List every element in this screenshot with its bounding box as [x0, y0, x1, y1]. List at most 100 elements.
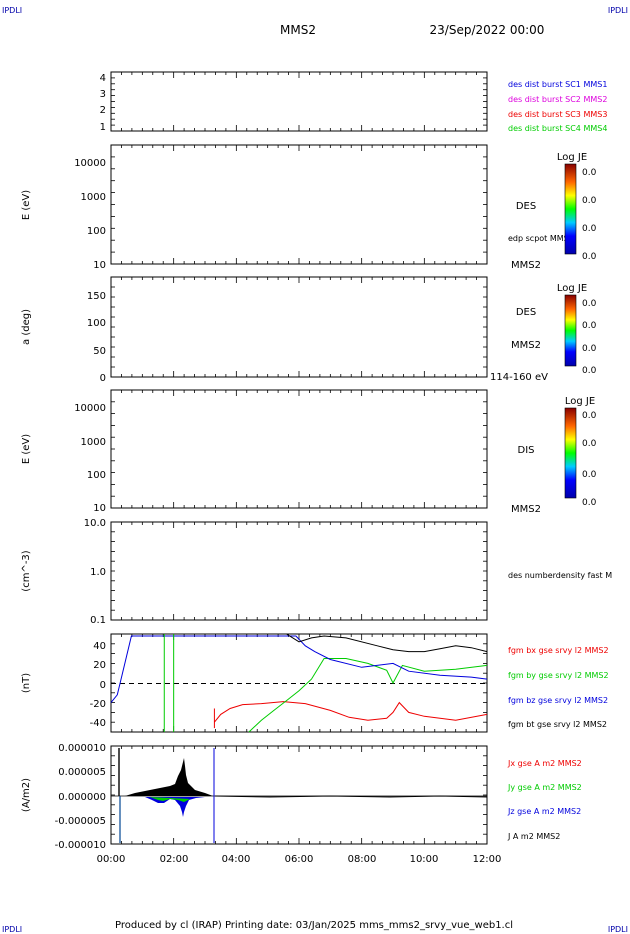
p6-legend-bx: fgm bx gse srvy l2 MMS2	[508, 646, 609, 655]
panel-4-frame	[110, 389, 488, 509]
p2-colorbar: Log JE 0.0 0.0 0.0 0.0	[557, 152, 597, 262]
xtick-1000: 10:00	[410, 854, 439, 865]
spacecraft-title: MMS2	[280, 23, 316, 37]
p4-colorbar-tick-4: 0.0	[582, 498, 597, 508]
p6-ytick-m20: -20	[90, 699, 106, 710]
p7-burst-blue	[145, 797, 205, 817]
p2-label-scpot: edp scpot MMS2	[508, 234, 574, 243]
p1-ytick-2: 2	[100, 105, 106, 116]
p2-label-des: DES	[516, 201, 536, 212]
p2-colorbar-tick-4: 0.0	[582, 252, 597, 262]
p7-ytick-0: 0.000000	[58, 792, 106, 803]
p4-colorbar-tick-2: 0.0	[582, 439, 597, 449]
p4-label-mms2: MMS2	[511, 504, 541, 515]
corner-label-bottom-right: IPDLI	[608, 925, 628, 934]
p6-series-line-2	[248, 658, 488, 733]
panel-2-frame	[110, 144, 488, 265]
xtick-0800: 08:00	[348, 854, 377, 865]
p4-colorbar-tick-1: 0.0	[582, 411, 597, 421]
p4-ytick-10: 10	[93, 503, 106, 514]
p7-legend-j: J A m2 MMS2	[507, 832, 560, 841]
p3-colorbar-title: Log JE	[557, 283, 587, 294]
p3-label-energy: 114-160 eV	[490, 372, 548, 383]
p3-label-mms2: MMS2	[511, 340, 541, 351]
p7-legend-jy: Jy gse A m2 MMS2	[507, 783, 582, 792]
p1-legend-mms1: des dist burst SC1 MMS1	[508, 80, 607, 89]
xtick-0000: 00:00	[97, 854, 126, 865]
p2-colorbar-tick-1: 0.0	[582, 168, 597, 178]
p4-ytick-100: 100	[87, 470, 106, 481]
p5-ytick-0p1: 0.1	[90, 615, 106, 626]
p3-ytick-0: 0	[100, 373, 106, 384]
p4-ytick-10000: 10000	[74, 403, 106, 414]
p3-colorbar-tick-1: 0.0	[582, 299, 597, 309]
p3-ytick-100: 100	[87, 318, 106, 329]
p4-ytick-1000: 1000	[81, 437, 106, 448]
xtick-0400: 04:00	[222, 854, 251, 865]
p7-ylabel: (A/m2)	[21, 778, 32, 812]
p3-ylabel: a (deg)	[21, 309, 32, 345]
p6-legend-by: fgm by gse srvy l2 MMS2	[508, 671, 609, 680]
p1-ytick-3: 3	[100, 89, 106, 100]
p6-series-group	[110, 633, 488, 733]
p2-ytick-10000: 10000	[74, 158, 106, 169]
p2-ytick-1000: 1000	[81, 192, 106, 203]
p7-burst-black	[125, 758, 213, 796]
p1-legend-mms3: des dist burst SC3 MMS3	[508, 110, 607, 119]
p6-ytick-40: 40	[93, 641, 106, 652]
p2-colorbar-tick-3: 0.0	[582, 224, 597, 234]
p7-ytick-10: 0.000010	[58, 743, 106, 754]
p2-ytick-10: 10	[93, 260, 106, 271]
xtick-0600: 06:00	[285, 854, 314, 865]
p7-legend-jz: Jz gse A m2 MMS2	[507, 807, 581, 816]
corner-label-bottom-left: IPDLI	[2, 925, 22, 934]
p3-ytick-150: 150	[87, 291, 106, 302]
p2-ylabel: E (eV)	[21, 190, 32, 220]
p7-burst-green	[150, 797, 190, 802]
p1-legend-mms2: des dist burst SC2 MMS2	[508, 95, 607, 104]
p4-colorbar-tick-3: 0.0	[582, 470, 597, 480]
p3-label-des: DES	[516, 307, 536, 318]
corner-label-top-left: IPDLI	[2, 6, 22, 15]
p6-ytick-m40: -40	[90, 718, 106, 729]
p2-colorbar-tick-2: 0.0	[582, 196, 597, 206]
xtick-1200: 12:00	[473, 854, 502, 865]
p2-ytick-100: 100	[87, 226, 106, 237]
p3-colorbar-tick-3: 0.0	[582, 344, 597, 354]
p6-ytick-20: 20	[93, 660, 106, 671]
p6-series-line-1	[214, 701, 488, 723]
p7-current-signals	[111, 748, 488, 843]
p7-ytick-m5: -0.000005	[55, 816, 106, 827]
date-title: 23/Sep/2022 00:00	[430, 23, 545, 37]
p6-ytick-0: 0	[100, 680, 106, 691]
p6-series-line-3	[110, 635, 488, 703]
p5-ytick-1: 1.0	[90, 567, 106, 578]
p6-legend-bt: fgm bt gse srvy l2 MMS2	[508, 720, 607, 729]
p3-ytick-50: 50	[93, 346, 106, 357]
p1-legend-mms4: des dist burst SC4 MMS4	[508, 124, 607, 133]
p3-colorbar-tick-2: 0.0	[582, 321, 597, 331]
p6-series-line-4	[286, 633, 488, 653]
p7-ytick-m10: -0.000010	[55, 840, 106, 851]
p4-colorbar-title: Log JE	[565, 396, 595, 407]
panel-5-frame	[110, 521, 488, 621]
p7-ytick-5: 0.000005	[58, 767, 106, 778]
p4-colorbar: Log JE 0.0 0.0 0.0 0.0	[564, 396, 597, 508]
p7-baseline-noise	[214, 795, 488, 798]
panel-1-frame	[110, 71, 488, 132]
p5-legend-density: des numberdensity fast M	[508, 571, 612, 580]
p2-colorbar-title: Log JE	[557, 152, 587, 163]
footer-credit: Produced by cl (IRAP) Printing date: 03/…	[115, 920, 513, 931]
xtick-0200: 02:00	[160, 854, 189, 865]
p4-ylabel: E (eV)	[21, 434, 32, 464]
p6-legend-bz: fgm bz gse srvy l2 MMS2	[508, 696, 608, 705]
p3-colorbar-tick-4: 0.0	[582, 366, 597, 376]
p3-colorbar: Log JE 0.0 0.0 0.0 0.0	[557, 283, 597, 376]
p4-label-dis: DIS	[518, 445, 535, 456]
p6-ylabel: (nT)	[21, 673, 32, 693]
p1-ytick-1: 1	[100, 122, 106, 133]
p1-ytick-4: 4	[100, 73, 106, 84]
p2-label-mms2: MMS2	[511, 260, 541, 271]
panel-3-frame	[110, 276, 488, 378]
